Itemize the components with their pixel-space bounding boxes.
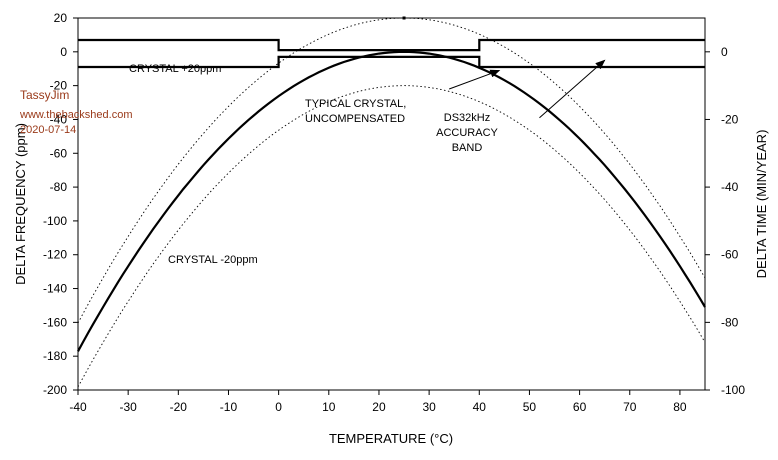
y-tick-label: -120 [43,248,67,262]
y2-axis-title: DELTA TIME (MIN/YEAR) [754,130,769,279]
y2-axis-ticks: 0 -20 -40 -60 -80 -100 [705,45,745,397]
x-tick-label: 10 [322,400,336,414]
y2-tick-label: -20 [721,112,739,126]
series-line-3 [78,38,705,52]
annotation-accuracy-band-line2: ACCURACY [436,127,498,139]
annotation-typical-crystal-line1: TYPICAL CRYSTAL, [305,98,406,110]
y-axis-ticks: 20 0 -20 -40 -60 -80 -100 -120 -140 -160 -180 -200 [43,11,78,397]
x-tick-label: 70 [623,400,637,414]
annotation-crystal-plus: CRYSTAL +20ppm [129,63,221,75]
y-tick-label: -60 [50,146,68,160]
series-line-4 [78,55,705,69]
annotation-arrows [449,59,606,119]
x-tick-label: 20 [372,400,386,414]
watermark-date: 2020-07-14 [20,124,76,136]
y2-tick-label: 0 [721,45,728,59]
annotation-typical-crystal-line2: UNCOMPENSATED [305,113,405,125]
annotation-accuracy-band-line1: DS32kHz [444,112,490,124]
x-tick-label: 30 [422,400,436,414]
peak-marker [402,16,406,20]
y-tick-label: -180 [43,349,67,363]
x-tick-label: 50 [523,400,537,414]
y-tick-label: -160 [43,315,67,329]
x-tick-label: -20 [170,400,188,414]
x-tick-label: 0 [275,400,282,414]
watermark-site: www.thebackshed.com [19,109,133,121]
y-tick-label: 20 [54,11,68,25]
x-tick-label: 60 [573,400,587,414]
series-lines [77,16,706,388]
annotation-crystal-minus: CRYSTAL -20ppm [168,254,258,266]
y-tick-label: -200 [43,383,67,397]
y-tick-label: -20 [50,79,68,93]
x-axis-ticks: -40 -30 -20 -10 0 10 20 30 40 50 60 70 80 [69,390,687,414]
x-tick-label: -10 [220,400,238,414]
y2-tick-label: -60 [721,248,739,262]
y-tick-label: -100 [43,214,67,228]
x-tick-label: 80 [673,400,687,414]
watermark-name: TassyJim [20,88,69,102]
y-tick-label: -40 [50,112,68,126]
annotation-accuracy-band-line3: BAND [452,142,483,154]
y-tick-label: 0 [60,45,67,59]
y-tick-label: -140 [43,282,67,296]
y-tick-label: -80 [50,180,68,194]
y2-tick-label: -40 [721,180,739,194]
x-tick-label: -30 [119,400,137,414]
x-axis-title: TEMPERATURE (°C) [329,431,453,446]
y-axis-title: DELTA FREQUENCY (ppm) [13,123,28,285]
x-tick-label: 40 [473,400,487,414]
y2-tick-label: -100 [721,383,745,397]
annotation-arrow-0 [449,69,501,90]
annotation-arrow-1 [539,59,606,119]
series-line-2 [77,85,706,388]
x-tick-label: -40 [69,400,87,414]
y2-tick-label: -80 [721,315,739,329]
series-line-0 [77,50,706,352]
plot-frame [77,17,706,391]
